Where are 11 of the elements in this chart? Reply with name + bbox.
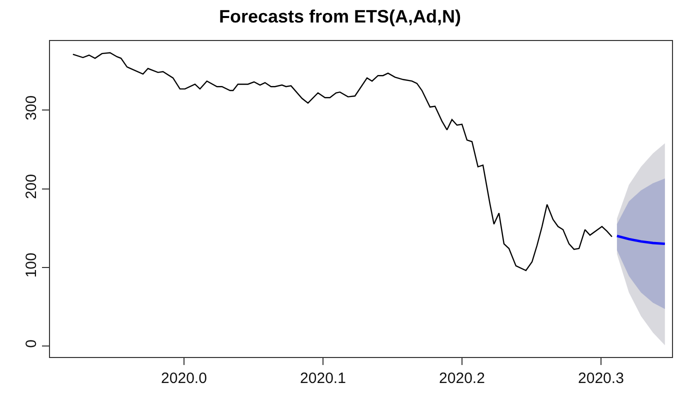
- line-series: [72, 52, 613, 272]
- x-tick-label: 2020.3: [578, 370, 624, 387]
- x-tick-label: 2020.1: [300, 370, 346, 387]
- y-tick-label: 0: [23, 340, 40, 348]
- y-tick-label: 100: [23, 252, 40, 278]
- y-tick-label: 200: [23, 174, 40, 200]
- y-tick-label: 300: [23, 95, 40, 120]
- x-tick-label: 2020.2: [439, 370, 485, 387]
- line-series: [616, 234, 666, 246]
- chart-title: Forecasts from ETS(A,Ad,N): [218, 6, 462, 26]
- x-tick-label: 2020.0: [161, 370, 207, 387]
